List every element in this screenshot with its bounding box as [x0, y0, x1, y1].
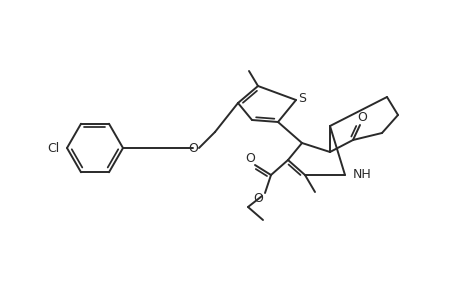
- Text: O: O: [245, 152, 254, 164]
- Text: O: O: [252, 191, 263, 205]
- Text: O: O: [356, 110, 366, 124]
- Text: S: S: [297, 92, 305, 104]
- Text: Cl: Cl: [47, 142, 59, 154]
- Text: O: O: [188, 142, 197, 154]
- Text: NH: NH: [352, 169, 371, 182]
